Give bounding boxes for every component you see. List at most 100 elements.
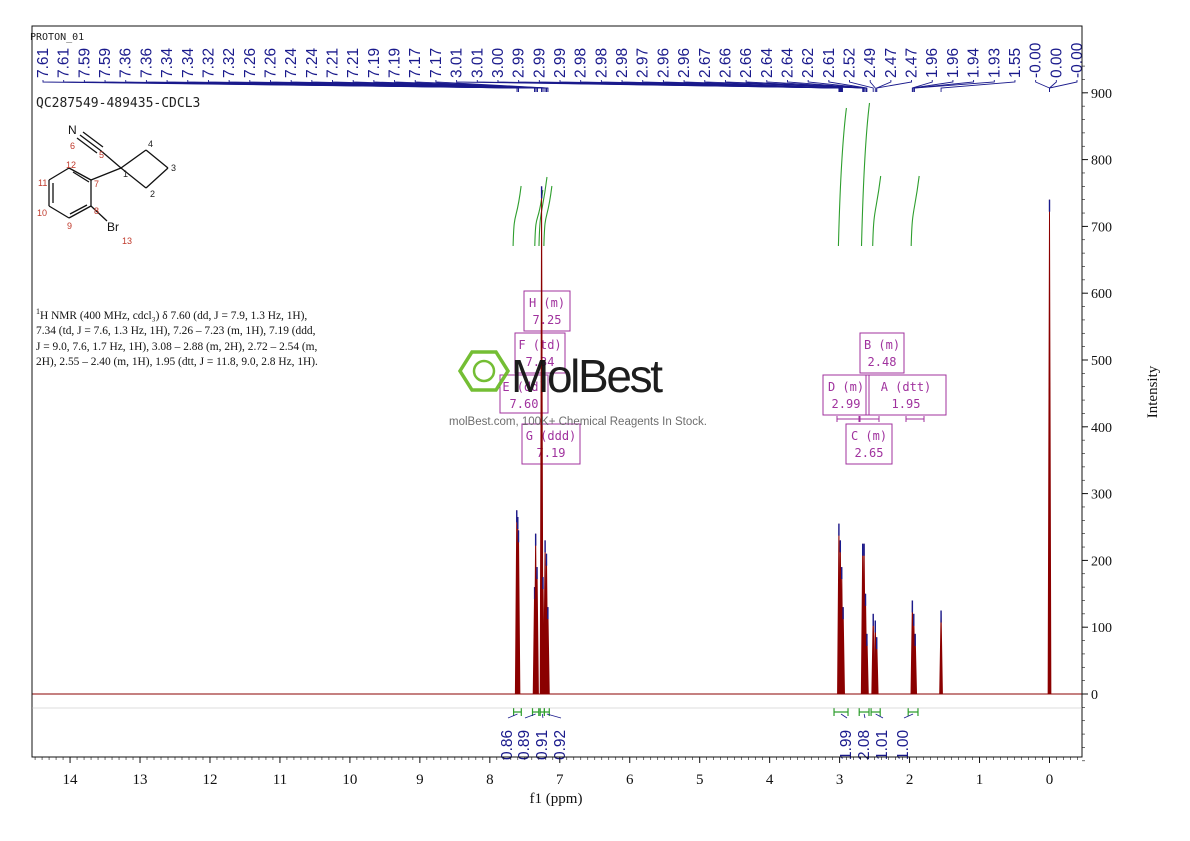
atom-number: 10: [37, 208, 47, 218]
peak-label: 2.47: [904, 48, 921, 78]
multiplet-range-bracket: [905, 416, 925, 422]
peak-label-leader: [914, 80, 995, 92]
atom-number: 1: [123, 169, 128, 179]
peak-label: 7.32: [200, 48, 217, 78]
peak-label-leader: [1049, 80, 1057, 92]
x-tick-label: 4: [766, 772, 774, 788]
multiplet-shift: 1.95: [892, 397, 921, 411]
peak-label: 2.52: [842, 48, 859, 78]
integral-value: 1.01: [874, 730, 891, 760]
peak-labels: 7.61 7.61 7.59 7.59 7.36 7.36 7.34 7.34 7.32 7.32…: [35, 42, 1086, 92]
peak-label: 7.36: [118, 48, 135, 78]
peak-label: 7.24: [304, 47, 321, 78]
integral-leader: [524, 713, 536, 719]
x-tick-label: 12: [202, 772, 217, 788]
x-tick-label: 5: [696, 772, 704, 788]
multiplet-title: F (td): [518, 338, 561, 352]
x-tick-label: 11: [273, 772, 287, 788]
atom-number: 8: [94, 206, 99, 216]
molecule-structure: [48, 131, 169, 222]
integral-value: 0.92: [552, 730, 569, 760]
multiplet-shift: 2.48: [868, 355, 897, 369]
nmr-nucleus-sup: 1: [36, 307, 40, 316]
axes: 14 13 12 11 10 9 8 7 6 5 4 3 2 1 0f1 (ppm)010020030040…: [31, 25, 1161, 807]
peak-label: 7.34: [159, 47, 176, 78]
peak-label: 3.01: [449, 48, 466, 78]
integral-range-bar: [513, 708, 522, 716]
bond: [76, 137, 98, 154]
watermark-brand: MolBest: [511, 350, 663, 402]
bond: [120, 149, 147, 169]
peak-label-leader: [807, 80, 867, 92]
bond: [90, 167, 122, 181]
multiplet-title: C (m): [851, 429, 887, 443]
integral-value: 1.00: [895, 729, 912, 760]
x-tick-label: 1: [976, 772, 984, 788]
peak-label: 3.01: [469, 48, 486, 78]
spectrum-trace: [32, 186, 1082, 695]
x-tick-label: 9: [416, 772, 424, 788]
peak-label: 7.26: [262, 48, 279, 78]
peak-label: 2.49: [862, 48, 879, 78]
peak-label: 7.17: [407, 48, 424, 78]
integral-leader: [546, 713, 562, 719]
plot-frame: [31, 25, 1083, 758]
integral-curve: [910, 175, 920, 247]
peak-label: 7.17: [428, 48, 445, 78]
peak-label-leader: [940, 80, 1016, 92]
y-tick-label: 300: [1091, 488, 1112, 503]
bond: [79, 134, 101, 151]
multiplet-box: [822, 374, 870, 416]
atom-number: 3: [171, 163, 176, 173]
integral-curves: [512, 102, 920, 247]
peak-label: 7.36: [138, 48, 155, 78]
bond: [90, 205, 108, 222]
peak-label: 2.64: [759, 47, 776, 78]
peak-label: 7.34: [180, 47, 197, 78]
peak-label: 7.59: [97, 48, 114, 78]
peak-label: 7.26: [242, 48, 259, 78]
peak-label-leader: [704, 80, 864, 92]
peak-label: 1.96: [924, 48, 941, 78]
peak-label: 2.96: [676, 48, 693, 78]
peak-label: 2.61: [821, 48, 838, 78]
watermark: MolBest molBest.com, 100K+ Chemical Reag…: [449, 350, 707, 428]
y-axis-label: Intensity: [1145, 365, 1161, 418]
peak-label-leader: [876, 80, 913, 92]
multiplet-box: [521, 423, 581, 465]
y-tick-label: 600: [1091, 287, 1112, 302]
y-tick-label: 900: [1091, 87, 1112, 102]
bond: [82, 131, 104, 148]
nmr-description: 1H NMR (400 MHz, cdcl₃) δ 7.60 (dd, J = …: [36, 304, 396, 371]
y-tick-label: 0: [1091, 688, 1098, 703]
peak-label: 2.98: [614, 48, 631, 78]
bond: [120, 167, 147, 189]
integral-bars: 0.86 0.89 0.91 0.92 1.99 2.08 1.01 1.00: [499, 708, 919, 760]
bond: [99, 149, 122, 169]
peak-label: 2.47: [883, 48, 900, 78]
peak-label: 2.67: [697, 48, 714, 78]
watermark-logo-icon: [457, 350, 511, 392]
nmr-line: J = 9.0, 7.6, 1.7 Hz, 1H), 3.08 – 2.88 (…: [36, 340, 318, 353]
peak-label-leader: [828, 80, 868, 92]
multiplet-title: G (ddd): [526, 429, 577, 443]
atom-numbers: 1 2 3 4 5 6 7 8 9 10 11 12 13: [37, 139, 176, 246]
x-tick-label: 6: [626, 772, 634, 788]
peak-label: 7.19: [366, 48, 383, 78]
x-tick-label: 13: [133, 772, 148, 788]
atom-label-n: N: [68, 123, 77, 137]
integral-value: 2.08: [856, 730, 873, 760]
integral-curve: [512, 185, 522, 247]
peak-label: 7.61: [56, 48, 73, 78]
y-tick-label: 400: [1091, 421, 1112, 436]
y-tick-label: 500: [1091, 354, 1112, 369]
sample-id: QC287549-489435-CDCL3: [36, 96, 200, 111]
peak-label: 2.96: [655, 48, 672, 78]
integral-curve: [860, 102, 871, 247]
nmr-line: 2H), 2.55 – 2.40 (m, 1H), 1.95 (dtt, J =…: [36, 356, 318, 369]
bond: [145, 167, 169, 189]
peak-label: 1.94: [966, 47, 983, 78]
peak-label: 2.99: [531, 48, 548, 78]
bond: [69, 204, 88, 215]
